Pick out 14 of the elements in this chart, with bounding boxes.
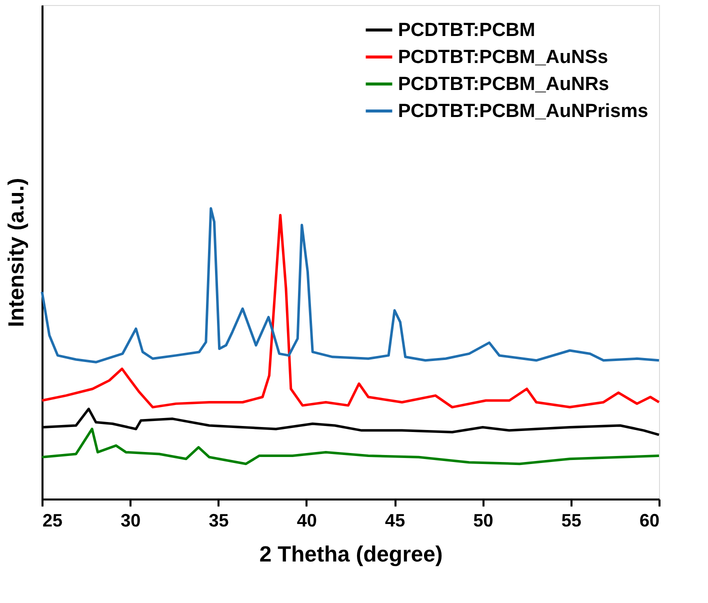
x-tick-label: 60 bbox=[639, 510, 660, 530]
x-tick-label: 40 bbox=[296, 510, 317, 530]
legend-label: PCDTBT:PCBM_AuNPrisms bbox=[398, 101, 648, 122]
x-tick-label: 50 bbox=[473, 510, 494, 530]
x-tick-label: 45 bbox=[385, 510, 406, 530]
x-tick-label: 55 bbox=[561, 510, 582, 530]
legend-label: PCDTBT:PCBM bbox=[398, 20, 536, 41]
x-tick-label: 25 bbox=[42, 510, 63, 530]
x-tick-label: 30 bbox=[120, 510, 141, 530]
x-axis-title: 2 Thetha (degree) bbox=[259, 542, 443, 566]
legend-label: PCDTBT:PCBM_AuNRs bbox=[398, 74, 610, 95]
y-axis-title: Intensity (a.u.) bbox=[4, 178, 28, 328]
legend-label: PCDTBT:PCBM_AuNSs bbox=[398, 47, 608, 68]
x-tick-label: 35 bbox=[208, 510, 229, 530]
